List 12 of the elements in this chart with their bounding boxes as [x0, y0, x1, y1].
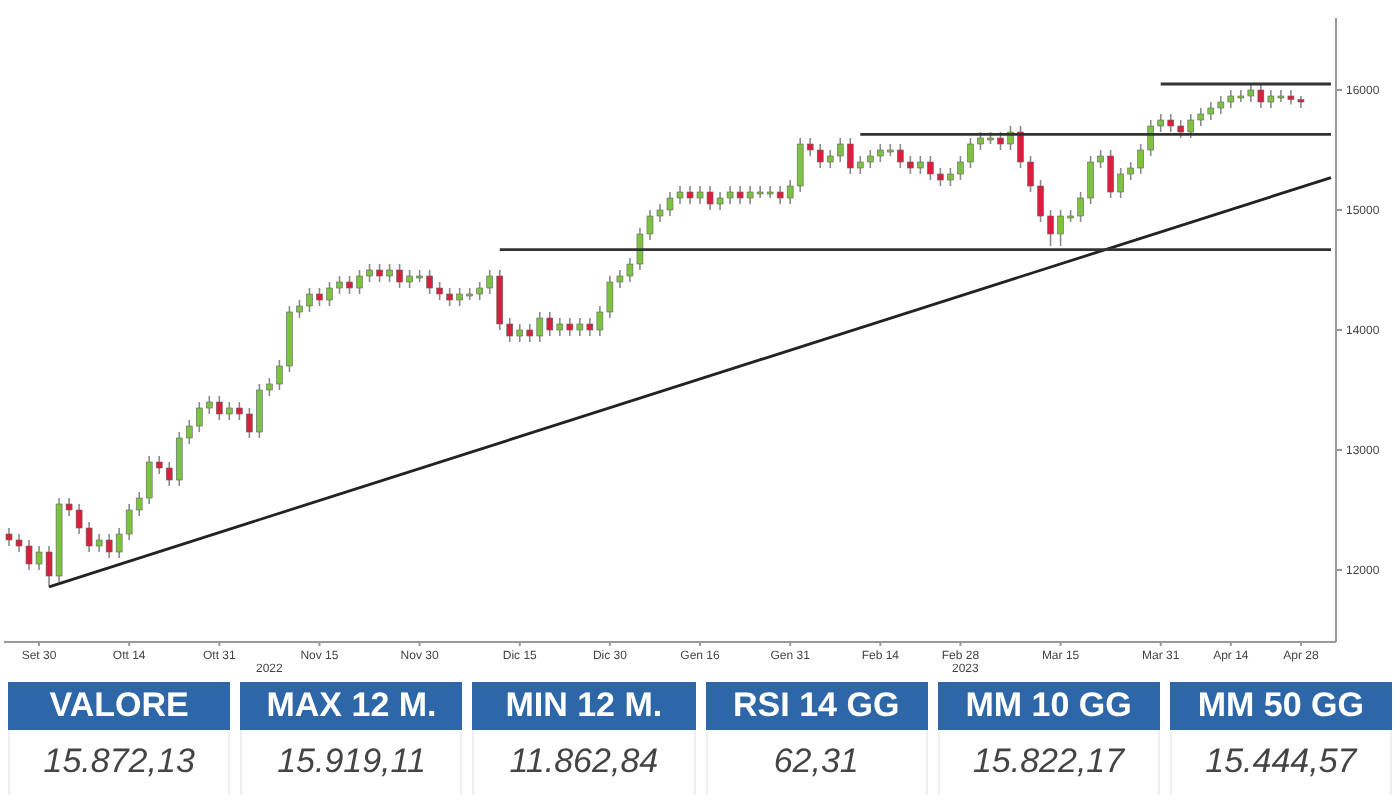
text: RSI 14 GG [705, 682, 928, 730]
text: 15.872,13 [8, 730, 231, 794]
text: MIN 12 M. [472, 682, 696, 730]
text: MM 50 GG [1169, 682, 1393, 730]
text: 15.822,17 [937, 730, 1160, 794]
text: VALORE [8, 682, 231, 730]
text: 11.862,84 [472, 730, 696, 794]
text: 15.919,11 [240, 730, 463, 794]
text: 15.444,57 [1169, 730, 1393, 794]
text: MM 10 GG [937, 682, 1160, 730]
text: 62,31 [705, 730, 928, 794]
text: MAX 12 M. [240, 682, 463, 730]
